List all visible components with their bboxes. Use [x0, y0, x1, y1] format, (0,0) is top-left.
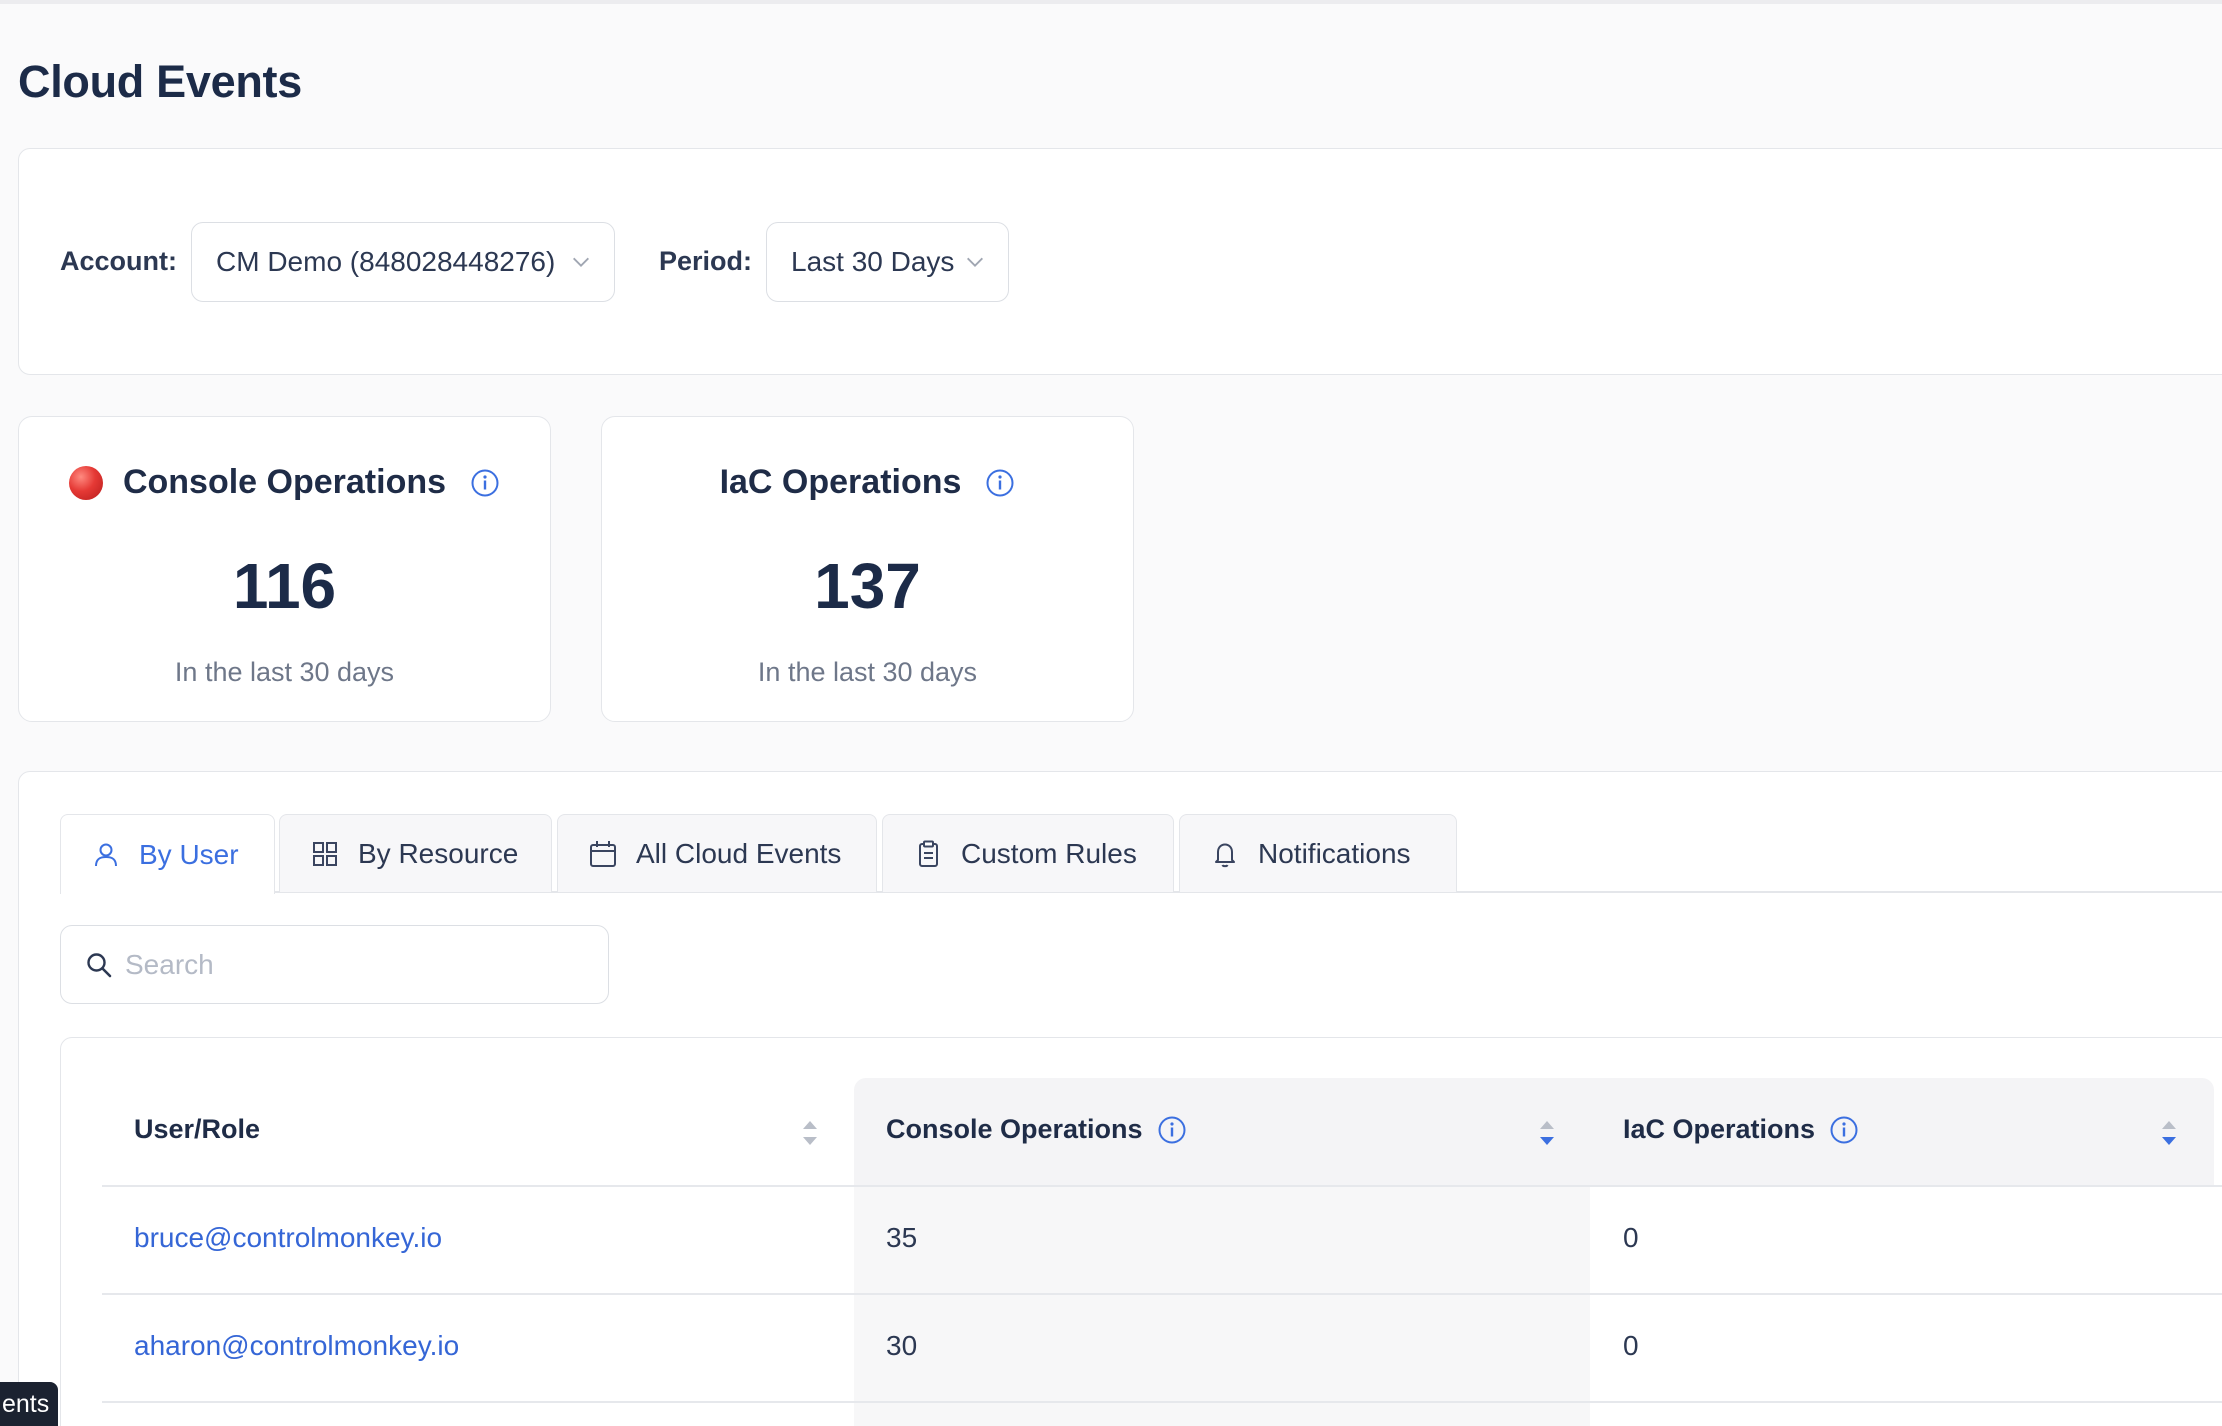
top-border	[0, 0, 2222, 4]
account-select[interactable]: CM Demo (848028448276)	[191, 222, 615, 302]
iac-operations-subtitle: In the last 30 days	[757, 657, 978, 687]
tab-label: All Cloud Events	[636, 837, 842, 869]
red-circle-icon	[68, 465, 103, 500]
tab-custom-rules[interactable]: Custom Rules	[882, 814, 1174, 892]
period-label: Period:	[659, 246, 753, 276]
table-header-shade	[854, 1078, 2214, 1186]
column-header-label: IaC Operations	[1623, 1114, 1816, 1144]
iac-operations-title: IaC Operations	[719, 463, 962, 501]
iac-operations-header: IaC Operations	[602, 463, 1133, 502]
grid-icon	[313, 841, 337, 866]
info-icon[interactable]	[1829, 1115, 1859, 1145]
table-cell-user[interactable]: aharon@controlmonkey.io	[134, 1330, 460, 1361]
info-icon[interactable]	[1157, 1115, 1187, 1145]
column-header-label: User/Role	[134, 1114, 261, 1144]
column-header-user-role[interactable]: User/Role	[134, 1114, 260, 1145]
info-icon[interactable]	[470, 468, 500, 498]
calendar-icon	[590, 840, 616, 867]
bell-icon	[1215, 843, 1235, 867]
tab-all-cloud-events[interactable]: All Cloud Events	[557, 814, 877, 892]
account-label: Account:	[60, 246, 177, 276]
tab-label: Notifications	[1258, 837, 1411, 869]
tab-notifications[interactable]: Notifications	[1179, 814, 1457, 892]
tab-by-resource[interactable]: By Resource	[279, 814, 552, 892]
table-cell-console: 30	[886, 1330, 918, 1361]
page-title: Cloud Events	[18, 56, 302, 107]
table-cell-iac: 0	[1623, 1222, 1639, 1253]
table-cell-iac: 0	[1623, 1330, 1639, 1361]
console-operations-header: Console Operations	[19, 463, 550, 502]
table-divider	[102, 1293, 2222, 1295]
info-icon[interactable]	[985, 468, 1015, 498]
console-operations-value: 116	[232, 550, 337, 622]
chevron-down-icon	[967, 257, 983, 267]
account-select-value: CM Demo (848028448276)	[216, 246, 556, 277]
period-select[interactable]: Last 30 Days	[766, 222, 1009, 302]
column-header-console-operations[interactable]: Console Operations	[886, 1114, 1187, 1145]
console-operations-card: Console Operations 116 In the last 30 da…	[18, 416, 551, 722]
tab-label: Custom Rules	[961, 837, 1137, 869]
sort-icon[interactable]	[801, 1116, 819, 1150]
search-box[interactable]	[60, 925, 609, 1004]
sort-icon[interactable]	[1538, 1116, 1556, 1150]
table-divider	[102, 1185, 2222, 1187]
console-operations-title: Console Operations	[122, 463, 447, 501]
tab-label: By User	[139, 838, 239, 870]
period-select-value: Last 30 Days	[791, 246, 955, 277]
sidebar-tooltip: ents	[0, 1382, 58, 1426]
console-column-shade	[854, 1186, 1590, 1426]
search-icon	[87, 952, 112, 977]
sort-icon[interactable]	[2160, 1116, 2178, 1150]
chevron-down-icon	[573, 257, 589, 267]
tab-label: By Resource	[358, 837, 519, 869]
iac-operations-card: IaC Operations 137 In the last 30 days	[601, 416, 1134, 722]
console-operations-subtitle: In the last 30 days	[174, 657, 395, 687]
table-divider	[102, 1401, 2222, 1403]
search-input[interactable]	[125, 948, 585, 981]
iac-operations-value: 137	[814, 550, 921, 622]
table-cell-console: 35	[886, 1222, 918, 1253]
clipboard-icon	[919, 840, 938, 867]
column-header-label: Console Operations	[886, 1114, 1143, 1144]
tab-by-user[interactable]: By User	[60, 814, 275, 894]
table-cell-user[interactable]: bruce@controlmonkey.io	[134, 1222, 443, 1253]
column-header-iac-operations[interactable]: IaC Operations	[1623, 1114, 1859, 1145]
user-icon	[95, 843, 117, 866]
